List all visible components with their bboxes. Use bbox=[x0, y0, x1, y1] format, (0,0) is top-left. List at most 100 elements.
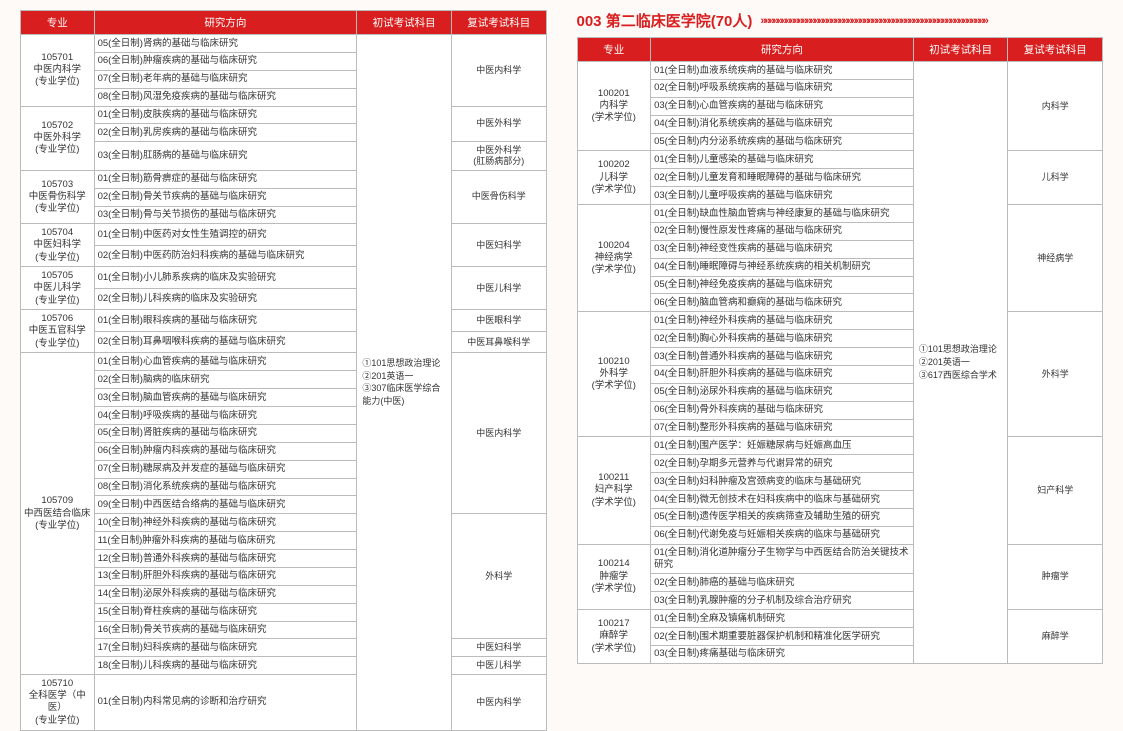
direction-cell: 05(全日制)肾病的基础与临床研究 bbox=[94, 35, 357, 53]
direction-cell: 07(全日制)整形外科疾病的基础与临床研究 bbox=[651, 419, 914, 437]
direction-cell: 17(全日制)妇科疾病的基础与临床研究 bbox=[94, 639, 357, 657]
direction-cell: 01(全日制)小儿肺系疾病的临床及实验研究 bbox=[94, 267, 357, 289]
exam2-cell: 外科学 bbox=[451, 514, 546, 639]
exam1-cell: ①101思想政治理论②201英语一③307临床医学综合能力(中医) bbox=[357, 35, 452, 731]
major-cell: 105706中医五官科学(专业学位) bbox=[21, 310, 95, 353]
header-direction: 研究方向 bbox=[94, 11, 357, 35]
direction-cell: 02(全日制)肺癌的基础与临床研究 bbox=[651, 574, 914, 592]
exam2-cell: 中医内科学 bbox=[451, 35, 546, 107]
header-major: 专业 bbox=[21, 11, 95, 35]
exam2-cell: 中医妇科学 bbox=[451, 639, 546, 657]
table-row: 105710全科医学（中医）(专业学位)01(全日制)内科常见病的诊断和治疗研究… bbox=[21, 675, 547, 730]
direction-cell: 03(全日制)骨与关节损伤的基础与临床研究 bbox=[94, 206, 357, 224]
direction-cell: 01(全日制)眼科疾病的基础与临床研究 bbox=[94, 310, 357, 332]
table-row: 105706中医五官科学(专业学位)01(全日制)眼科疾病的基础与临床研究中医眼… bbox=[21, 310, 547, 332]
direction-cell: 16(全日制)骨关节疾病的基础与临床研究 bbox=[94, 621, 357, 639]
direction-cell: 03(全日制)妇科肿瘤及宫颈病变的临床与基础研究 bbox=[651, 473, 914, 491]
major-cell: 105701中医内科学(专业学位) bbox=[21, 35, 95, 107]
direction-cell: 01(全日制)中医药对女性生殖调控的研究 bbox=[94, 224, 357, 246]
header-exam2: 复试考试科目 bbox=[451, 11, 546, 35]
direction-cell: 06(全日制)骨外科疾病的基础与临床研究 bbox=[651, 401, 914, 419]
direction-cell: 01(全日制)血液系统疾病的基础与临床研究 bbox=[651, 62, 914, 80]
direction-cell: 06(全日制)肿瘤疾病的基础与临床研究 bbox=[94, 52, 357, 70]
direction-cell: 03(全日制)脑血管疾病的基础与临床研究 bbox=[94, 389, 357, 407]
direction-cell: 02(全日制)胸心外科疾病的基础与临床研究 bbox=[651, 330, 914, 348]
exam1-cell: ①101思想政治理论②201英语一③617西医综合学术 bbox=[913, 62, 1008, 664]
exam2-cell: 中医内科学 bbox=[451, 675, 546, 730]
direction-cell: 01(全日制)消化道肿瘤分子生物学与中西医结合防治关键技术研究 bbox=[651, 544, 914, 574]
direction-cell: 10(全日制)神经外科疾病的基础与临床研究 bbox=[94, 514, 357, 532]
exam2-cell: 中医骨伤科学 bbox=[451, 170, 546, 224]
direction-cell: 02(全日制)骨关节疾病的基础与临床研究 bbox=[94, 188, 357, 206]
direction-cell: 03(全日制)疼痛基础与临床研究 bbox=[651, 645, 914, 663]
exam2-cell: 妇产科学 bbox=[1008, 437, 1103, 544]
direction-cell: 03(全日制)肛肠病的基础与临床研究 bbox=[94, 142, 357, 171]
direction-cell: 06(全日制)代谢免疫与妊娠相关疾病的临床与基础研究 bbox=[651, 526, 914, 544]
exam2-cell: 中医耳鼻喉科学 bbox=[451, 331, 546, 353]
table-row: 100217麻醉学(学术学位)01(全日制)全麻及镇痛机制研究麻醉学 bbox=[577, 610, 1103, 628]
major-cell: 105703中医骨伤科学(专业学位) bbox=[21, 170, 95, 224]
major-cell: 100204神经病学(学术学位) bbox=[577, 205, 651, 312]
exam2-cell: 中医儿科学 bbox=[451, 657, 546, 675]
table-row: 105703中医骨伤科学(专业学位)01(全日制)筋骨痹症的基础与临床研究中医骨… bbox=[21, 170, 547, 188]
direction-cell: 01(全日制)心血管疾病的基础与临床研究 bbox=[94, 353, 357, 371]
exam2-cell: 中医妇科学 bbox=[451, 224, 546, 267]
right-column: 003 第二临床医学院(70人) »»»»»»»»»»»»»»»»»»»»»»»… bbox=[577, 10, 1104, 646]
direction-cell: 04(全日制)微无创技术在妇科疾病中的临床与基础研究 bbox=[651, 491, 914, 509]
direction-cell: 08(全日制)风湿免疫疾病的基础与临床研究 bbox=[94, 88, 357, 106]
direction-cell: 02(全日制)耳鼻咽喉科疾病的基础与临床研究 bbox=[94, 331, 357, 353]
table-row: 105705中医儿科学(专业学位)01(全日制)小儿肺系疾病的临床及实验研究中医… bbox=[21, 267, 547, 289]
direction-cell: 08(全日制)消化系统疾病的基础与临床研究 bbox=[94, 478, 357, 496]
exam2-cell: 中医内科学 bbox=[451, 353, 546, 514]
direction-cell: 15(全日制)脊柱疾病的基础与临床研究 bbox=[94, 603, 357, 621]
direction-cell: 05(全日制)泌尿外科疾病的基础与临床研究 bbox=[651, 383, 914, 401]
direction-cell: 01(全日制)儿童感染的基础与临床研究 bbox=[651, 151, 914, 169]
direction-cell: 02(全日制)围术期重要脏器保护机制和精准化医学研究 bbox=[651, 628, 914, 646]
direction-cell: 03(全日制)乳腺肿瘤的分子机制及综合治疗研究 bbox=[651, 592, 914, 610]
direction-cell: 02(全日制)脑病的临床研究 bbox=[94, 371, 357, 389]
direction-cell: 03(全日制)心血管疾病的基础与临床研究 bbox=[651, 97, 914, 115]
major-cell: 105709中西医结合临床(专业学位) bbox=[21, 353, 95, 675]
major-cell: 105710全科医学（中医）(专业学位) bbox=[21, 675, 95, 730]
table-row: 105704中医妇科学(专业学位)01(全日制)中医药对女性生殖调控的研究中医妇… bbox=[21, 224, 547, 246]
section-title: 003 第二临床医学院(70人) »»»»»»»»»»»»»»»»»»»»»»»… bbox=[577, 10, 1104, 31]
arrows-decoration: »»»»»»»»»»»»»»»»»»»»»»»»»»»»»»»»»»»»»»»»… bbox=[760, 15, 1103, 27]
header-exam1: 初试考试科目 bbox=[913, 38, 1008, 62]
major-cell: 105705中医儿科学(专业学位) bbox=[21, 267, 95, 310]
direction-cell: 01(全日制)缺血性脑血管病与神经康复的基础与临床研究 bbox=[651, 205, 914, 223]
table-row: 18(全日制)儿科疾病的基础与临床研究 中医儿科学 bbox=[21, 657, 547, 675]
direction-cell: 03(全日制)普通外科疾病的基础与临床研究 bbox=[651, 348, 914, 366]
table-row: 17(全日制)妇科疾病的基础与临床研究 中医妇科学 bbox=[21, 639, 547, 657]
major-cell: 105704中医妇科学(专业学位) bbox=[21, 224, 95, 267]
direction-cell: 12(全日制)普通外科疾病的基础与临床研究 bbox=[94, 550, 357, 568]
exam2-cell: 外科学 bbox=[1008, 312, 1103, 437]
table-row: 100201内科学(学术学位)01(全日制)血液系统疾病的基础与临床研究①101… bbox=[577, 62, 1103, 80]
right-table: 专业研究方向初试考试科目复试考试科目 100201内科学(学术学位)01(全日制… bbox=[577, 37, 1104, 664]
direction-cell: 02(全日制)儿童发育和睡眠障碍的基础与临床研究 bbox=[651, 169, 914, 187]
header-direction: 研究方向 bbox=[651, 38, 914, 62]
direction-cell: 02(全日制)儿科疾病的临床及实验研究 bbox=[94, 288, 357, 310]
direction-cell: 01(全日制)筋骨痹症的基础与临床研究 bbox=[94, 170, 357, 188]
exam2-cell: 神经病学 bbox=[1008, 205, 1103, 312]
direction-cell: 05(全日制)内分泌系统疾病的基础与临床研究 bbox=[651, 133, 914, 151]
direction-cell: 04(全日制)睡眠障碍与神经系统疾病的相关机制研究 bbox=[651, 258, 914, 276]
direction-cell: 02(全日制)慢性原发性疼痛的基础与临床研究 bbox=[651, 222, 914, 240]
exam2-cell: 麻醉学 bbox=[1008, 610, 1103, 664]
exam2-cell: 中医儿科学 bbox=[451, 267, 546, 310]
direction-cell: 03(全日制)儿童呼吸疾病的基础与临床研究 bbox=[651, 187, 914, 205]
direction-cell: 07(全日制)老年病的基础与临床研究 bbox=[94, 70, 357, 88]
table-row: 100211妇产科学(学术学位)01(全日制)围产医学：妊娠糖尿病与妊娠高血压妇… bbox=[577, 437, 1103, 455]
direction-cell: 13(全日制)肝胆外科疾病的基础与临床研究 bbox=[94, 567, 357, 585]
direction-cell: 09(全日制)中西医结合络病的基础与临床研究 bbox=[94, 496, 357, 514]
direction-cell: 14(全日制)泌尿外科疾病的基础与临床研究 bbox=[94, 585, 357, 603]
direction-cell: 06(全日制)脑血管病和癫痫的基础与临床研究 bbox=[651, 294, 914, 312]
major-cell: 100217麻醉学(学术学位) bbox=[577, 610, 651, 664]
table-row: 105709中西医结合临床(专业学位)01(全日制)心血管疾病的基础与临床研究中… bbox=[21, 353, 547, 371]
left-column: 专业研究方向初试考试科目复试考试科目 105701中医内科学(专业学位)05(全… bbox=[20, 10, 547, 646]
direction-cell: 01(全日制)内科常见病的诊断和治疗研究 bbox=[94, 675, 357, 730]
direction-cell: 06(全日制)肿瘤内科疾病的基础与临床研究 bbox=[94, 442, 357, 460]
major-cell: 100210外科学(学术学位) bbox=[577, 312, 651, 437]
direction-cell: 18(全日制)儿科疾病的基础与临床研究 bbox=[94, 657, 357, 675]
major-cell: 100211妇产科学(学术学位) bbox=[577, 437, 651, 544]
direction-cell: 05(全日制)遗传医学相关的疾病筛查及辅助生殖的研究 bbox=[651, 508, 914, 526]
